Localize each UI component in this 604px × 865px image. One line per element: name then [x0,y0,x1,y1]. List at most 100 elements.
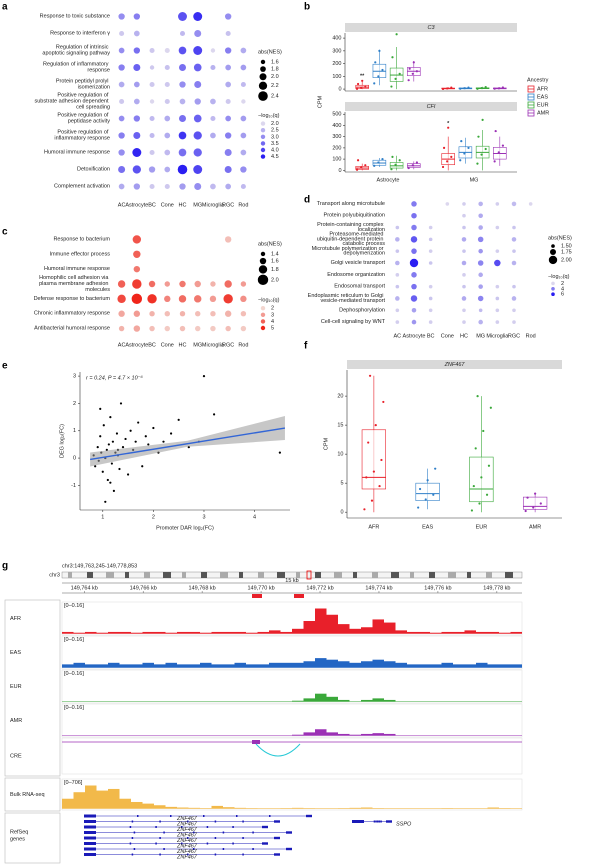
dot [478,248,483,254]
point [372,470,375,473]
y-tick-label: 0 [338,87,341,93]
signal-bar [315,693,327,702]
track-frame [61,635,523,670]
dot [179,183,186,190]
point [470,509,474,512]
exon [131,837,134,839]
signal-bar [430,632,442,634]
dot [462,249,466,253]
point [278,451,281,454]
point [476,162,479,165]
signal-bar [407,664,419,668]
dot [164,81,170,88]
dot [118,149,125,156]
dot [193,46,203,55]
annotation: r = 0.24, P = 4.7 × 10⁻⁶ [86,374,144,381]
point [424,498,427,501]
point [355,87,359,90]
dot [193,131,202,140]
signal-bar [499,632,511,634]
signal-bar [234,662,246,668]
point [109,415,112,419]
row-label: Positive regulation of substrate adhesio… [34,93,110,111]
signal-bar [269,630,281,634]
track-label: EAS [10,650,21,656]
ideogram-band [163,572,171,578]
y-tick-label: 3 [73,374,76,380]
dot [225,98,231,105]
gene-label: ZNF467 [176,838,198,844]
dot [164,295,171,303]
dot [428,296,433,301]
dot [149,99,155,104]
dot [478,272,483,278]
column-label: Astrocyte [125,342,148,348]
y-tick-label: 300 [332,134,341,140]
exon [380,820,382,823]
dot [179,81,186,88]
column-label: AC [118,202,126,208]
column-label: Cone [161,342,174,348]
track-scale: [0–0.16] [64,637,84,643]
x-tick-label: 2 [152,514,155,520]
point [526,496,529,499]
track-frame [61,669,523,704]
legend-color [260,306,266,311]
signal-bar [349,734,361,736]
legend-color [260,141,266,146]
dot [494,259,501,267]
point [134,440,137,443]
signal-bar [200,662,212,668]
ideogram-band [106,572,114,578]
dot [210,48,216,53]
column-label: Microglia [202,202,225,208]
point [370,499,374,502]
dot [223,294,233,304]
signal-bar [85,631,97,634]
exon [137,815,139,817]
point [391,155,394,158]
dot [132,165,141,174]
dot [133,132,141,139]
dot [164,183,170,190]
dot [179,98,186,105]
cre-block [252,740,260,744]
point [107,443,110,446]
dot [131,293,143,305]
exon [133,848,136,850]
x-tick-label: EUR [476,524,488,530]
point [365,476,368,479]
dot [411,272,417,278]
highlight [252,594,262,598]
signal-bar [223,807,235,809]
y-tick-label: 300 [332,48,341,54]
point [129,429,132,432]
point [481,118,484,121]
gene-label: ZNF467 [176,816,198,822]
dot [194,81,202,88]
signal-bar [73,632,85,634]
legend-color [260,134,266,139]
dot [194,280,201,288]
signal-bar [177,807,189,809]
ideogram-band [201,572,207,578]
y-tick-label: 200 [332,145,341,151]
track-frame [61,737,523,775]
legend-color [551,287,555,291]
facet-strip [347,360,562,369]
legend-label: 2.4 [271,94,279,100]
legend-label: 2 [561,281,564,287]
column-label: Microglia [486,333,509,339]
dot [119,98,125,105]
column-label: Astrocyte [403,333,426,339]
point [474,447,477,450]
signal-bar [361,807,373,809]
signal-bar [85,664,97,668]
legend-color [260,325,266,331]
point [497,151,500,154]
exon [242,820,244,823]
exon [386,820,392,823]
exon [163,831,165,834]
point [99,435,102,438]
facet-title: C3 [427,25,435,31]
